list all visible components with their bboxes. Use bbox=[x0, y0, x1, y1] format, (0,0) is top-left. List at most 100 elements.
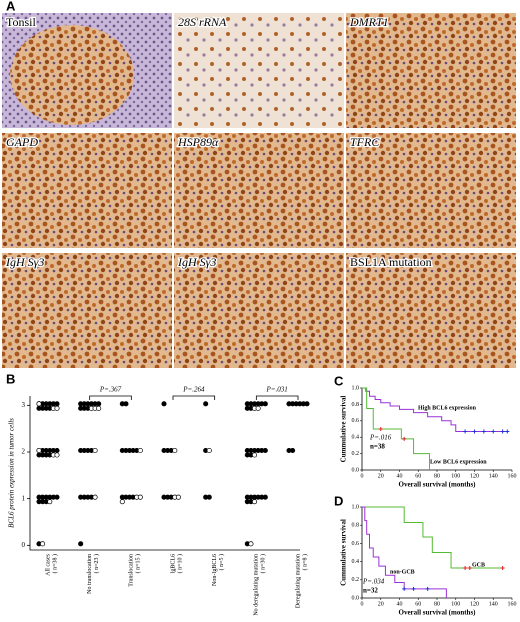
x-tick-label: All cases bbox=[45, 553, 51, 575]
x-tick-note: ( n=10 ) bbox=[176, 554, 183, 573]
x-tick-label: No deregulating mutation bbox=[254, 554, 260, 616]
open-dot bbox=[92, 494, 98, 500]
x-tick-note: ( n=23 ) bbox=[93, 554, 100, 573]
y-tick-label: 0.6 bbox=[352, 418, 360, 424]
image-grid: Tonsil 28S rRNA DMRT1 GAPD HSP89α TFRC IgH Sγ3… bbox=[2, 13, 516, 368]
x-tick-note: ( n=38 ) bbox=[51, 554, 58, 573]
y-tick-label: 0.0 bbox=[352, 595, 360, 601]
y-tick-label: 0.0 bbox=[352, 467, 360, 473]
open-dot bbox=[54, 452, 60, 458]
x-tick-note: ( n=8 ) bbox=[301, 554, 308, 570]
censor-mark bbox=[481, 429, 486, 434]
open-dot bbox=[206, 447, 212, 454]
y-tick-label: 1 bbox=[22, 494, 26, 502]
x-tick-label: 160 bbox=[508, 601, 517, 607]
micrograph bbox=[346, 13, 516, 128]
survival-curve bbox=[362, 387, 430, 470]
y-tick-label: 2 bbox=[22, 448, 26, 456]
panel-label: D bbox=[334, 493, 343, 508]
p-value: P=.031 bbox=[266, 386, 288, 394]
micrograph bbox=[174, 13, 344, 128]
open-dot bbox=[40, 541, 46, 547]
y-axis-label: Cummulative survival bbox=[340, 519, 348, 586]
micrograph bbox=[2, 253, 172, 368]
filled-dot bbox=[262, 494, 268, 500]
annotation: n=32 bbox=[363, 587, 378, 595]
micrograph bbox=[2, 133, 172, 248]
filled-dot bbox=[203, 401, 209, 407]
censor-mark bbox=[505, 429, 510, 434]
open-dot bbox=[137, 494, 143, 500]
micrograph bbox=[174, 133, 344, 248]
image-label: IgH Sγ3 bbox=[5, 255, 44, 269]
image-label: 28S rRNA bbox=[178, 15, 227, 29]
open-dot bbox=[92, 447, 98, 454]
y-tick-label: 3 bbox=[22, 401, 26, 409]
y-tick-label: 0.6 bbox=[352, 541, 360, 547]
x-tick-label: 0 bbox=[361, 601, 364, 607]
filled-dot bbox=[54, 447, 60, 454]
censor-mark bbox=[463, 429, 468, 434]
image-label: IgH Sγ3 bbox=[177, 255, 216, 269]
open-dot bbox=[119, 499, 125, 505]
survival-curve bbox=[362, 506, 503, 569]
filled-dot bbox=[161, 401, 167, 407]
panel-label: C bbox=[334, 373, 344, 388]
y-tick-label: 0.2 bbox=[352, 577, 360, 583]
x-tick-label: 80 bbox=[434, 473, 440, 479]
y-tick-label: 0.4 bbox=[352, 559, 360, 565]
censor-mark bbox=[467, 565, 472, 570]
x-tick-note: ( n=5 ) bbox=[218, 554, 225, 570]
open-dot bbox=[255, 405, 261, 411]
x-tick-label: 40 bbox=[397, 601, 403, 607]
x-tick-label: 140 bbox=[489, 473, 498, 479]
y-tick-label: 0.2 bbox=[352, 451, 360, 457]
y-axis-label: Cummulative survival bbox=[340, 396, 348, 463]
x-axis-label: Overall survival (months) bbox=[399, 481, 477, 489]
x-tick-label: 0 bbox=[361, 473, 364, 479]
comparison-bracket bbox=[255, 395, 299, 400]
micrograph bbox=[174, 253, 344, 368]
open-dot bbox=[251, 452, 258, 458]
image-label: BSL1A mutation bbox=[350, 255, 432, 269]
y-axis-label: BCL6 protein expression in tumor cells bbox=[8, 418, 16, 528]
filled-dot bbox=[304, 401, 310, 407]
panel-label: A bbox=[6, 0, 16, 13]
series-label: GCB bbox=[472, 562, 485, 568]
x-tick-label: 140 bbox=[489, 601, 498, 607]
filled-dot bbox=[78, 541, 84, 547]
series-label: non-GCB bbox=[390, 569, 415, 575]
censor-mark bbox=[402, 436, 407, 441]
open-dot bbox=[54, 405, 60, 411]
survival-curve bbox=[362, 387, 508, 432]
image-label: HSP89α bbox=[177, 135, 219, 149]
censor-mark bbox=[500, 565, 505, 570]
open-dot bbox=[96, 405, 102, 411]
x-tick-label: 20 bbox=[378, 601, 384, 607]
censor-mark bbox=[472, 429, 477, 434]
axis bbox=[29, 396, 300, 551]
x-tick-label: 100 bbox=[451, 473, 460, 479]
p-value: P=.367 bbox=[99, 386, 122, 394]
x-tick-note: ( n=30 ) bbox=[260, 554, 267, 573]
x-tick-label: 80 bbox=[434, 601, 440, 607]
open-dot bbox=[47, 499, 53, 505]
x-tick-label: 120 bbox=[470, 473, 479, 479]
p-value: P=.264 bbox=[182, 386, 205, 394]
x-tick-label: IgBCL6 bbox=[170, 554, 176, 574]
x-tick-label: Non-IgBCL6 bbox=[212, 554, 218, 586]
open-dot bbox=[248, 541, 254, 547]
x-tick-label: 60 bbox=[415, 601, 421, 607]
comparison-bracket bbox=[172, 395, 216, 400]
image-label: Tonsil bbox=[6, 15, 36, 29]
x-tick-label: 40 bbox=[397, 473, 403, 479]
filled-dot bbox=[96, 401, 102, 407]
x-tick-label: 160 bbox=[508, 473, 517, 479]
comparison-bracket bbox=[89, 395, 132, 400]
filled-dot bbox=[206, 494, 212, 500]
series-label: High BCL6 expression bbox=[418, 405, 477, 411]
open-dot bbox=[172, 447, 178, 454]
censor-mark bbox=[378, 427, 383, 431]
x-tick-label: Deregulating mutation bbox=[295, 554, 301, 608]
